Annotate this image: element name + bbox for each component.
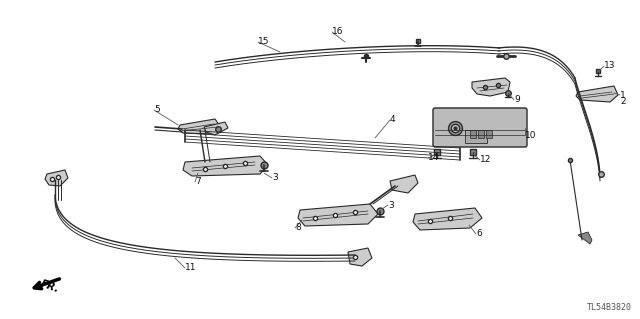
Text: 15: 15 bbox=[258, 38, 269, 47]
Text: 6: 6 bbox=[476, 229, 482, 239]
Bar bbox=[478, 130, 484, 138]
Polygon shape bbox=[576, 86, 618, 102]
Polygon shape bbox=[178, 119, 220, 134]
Polygon shape bbox=[45, 170, 68, 186]
Text: 12: 12 bbox=[480, 155, 492, 165]
Bar bbox=[486, 130, 492, 138]
Bar bbox=[465, 130, 487, 143]
FancyBboxPatch shape bbox=[433, 108, 527, 147]
Text: 1: 1 bbox=[620, 91, 626, 100]
Polygon shape bbox=[578, 232, 592, 244]
Polygon shape bbox=[183, 156, 268, 176]
Text: 8: 8 bbox=[295, 224, 301, 233]
Text: 10: 10 bbox=[525, 130, 536, 139]
Text: 11: 11 bbox=[185, 263, 196, 272]
Polygon shape bbox=[204, 122, 228, 135]
Text: 14: 14 bbox=[428, 153, 440, 162]
Text: 7: 7 bbox=[195, 177, 201, 187]
Text: 9: 9 bbox=[514, 95, 520, 105]
Text: 4: 4 bbox=[390, 115, 396, 124]
Text: 3: 3 bbox=[272, 174, 278, 182]
Bar bbox=[470, 130, 476, 138]
Polygon shape bbox=[413, 208, 482, 230]
Text: 13: 13 bbox=[604, 62, 616, 70]
Text: 2: 2 bbox=[620, 97, 626, 106]
Polygon shape bbox=[298, 204, 378, 226]
Polygon shape bbox=[390, 175, 418, 193]
Text: TL54B3820: TL54B3820 bbox=[587, 303, 632, 313]
Text: 5: 5 bbox=[154, 106, 160, 115]
Text: 3: 3 bbox=[388, 201, 394, 210]
Text: FR.: FR. bbox=[39, 278, 61, 294]
Polygon shape bbox=[348, 248, 372, 266]
Text: 16: 16 bbox=[332, 27, 344, 36]
Polygon shape bbox=[472, 78, 510, 96]
